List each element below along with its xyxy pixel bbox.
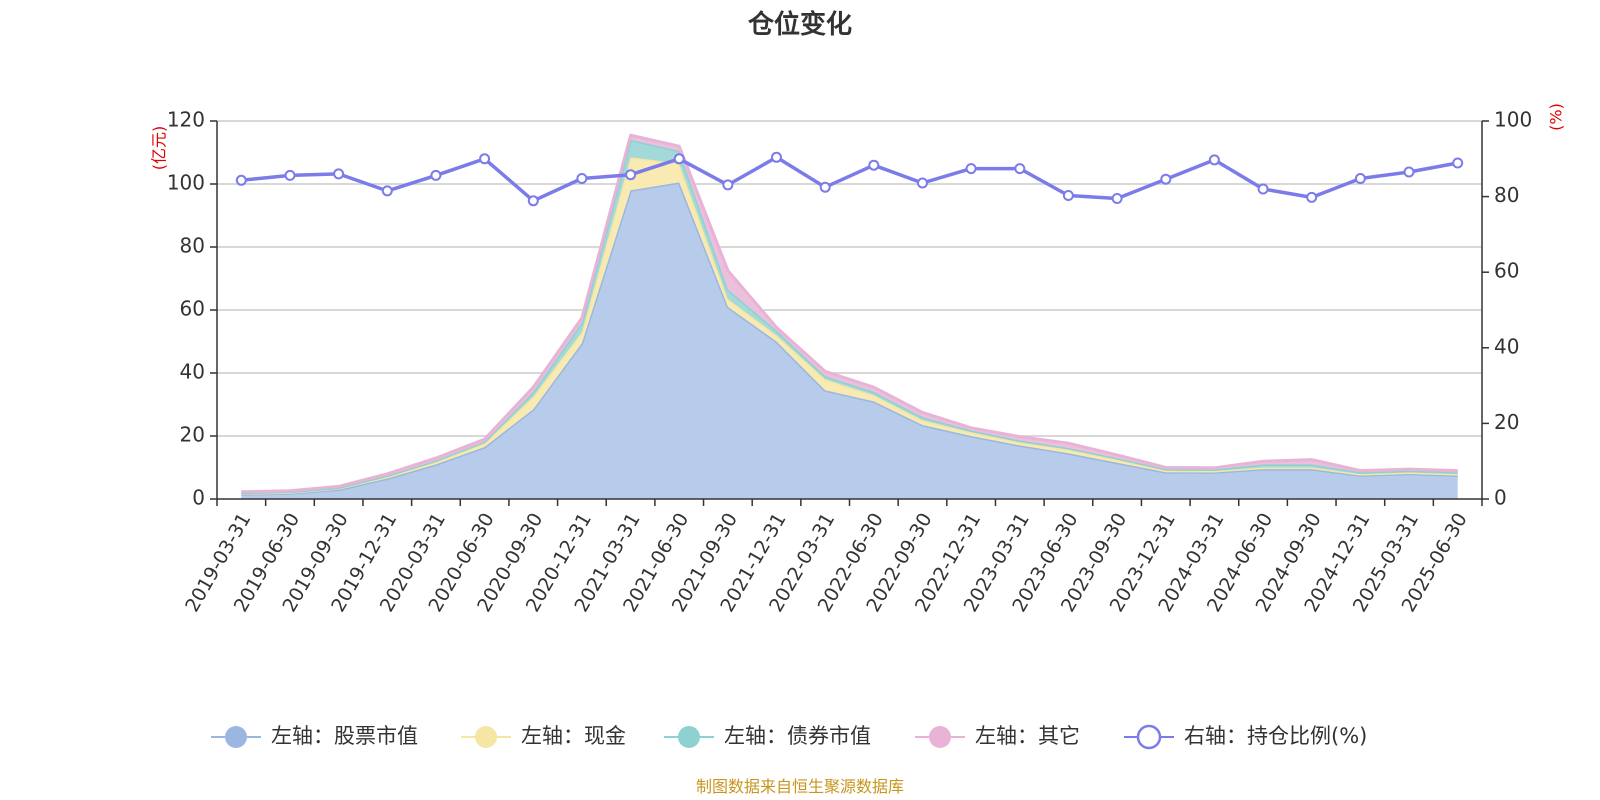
right-axis-tick-label: 80 [1494, 183, 1519, 207]
left-axis-tick-label: 20 [180, 423, 205, 447]
left-axis-tick-label: 40 [180, 360, 205, 384]
area-band [241, 182, 1458, 499]
right-axis-tick-label: 20 [1494, 410, 1519, 434]
legend-swatch-circle [475, 726, 497, 748]
ratio-point [1354, 173, 1366, 184]
ratio-point [819, 181, 831, 193]
ratio-point [771, 151, 782, 163]
left-axis-tick-label: 60 [180, 297, 205, 321]
ratio-point [235, 174, 247, 186]
ratio-point [576, 173, 588, 184]
ratio-point [917, 177, 928, 189]
ratio-point [1014, 163, 1026, 175]
left-axis-tick-label: 120 [167, 108, 205, 132]
legend-swatch-circle [929, 726, 951, 748]
right-axis-unit: (%) [1547, 103, 1566, 131]
legend-item: 左轴：现金 [461, 724, 626, 748]
ratio-point [868, 159, 880, 171]
ratio-point [333, 168, 345, 180]
legend-swatch-circle [1136, 724, 1162, 750]
ratio-line-path [241, 155, 1459, 203]
legend-label: 左轴：债券市值 [724, 724, 871, 748]
left-axis-unit: (亿元) [150, 126, 169, 171]
right-axis-tick-label: 40 [1494, 334, 1519, 358]
ratio-point [1452, 157, 1464, 169]
ratio-point [527, 195, 539, 207]
ratio-point [1403, 166, 1415, 178]
position-ratio-line [235, 151, 1464, 207]
stacked-areas [241, 133, 1458, 499]
ratio-point [1062, 190, 1074, 201]
right-axis-tick-label: 60 [1494, 259, 1519, 283]
ratio-point [1306, 191, 1318, 203]
grid-lines [217, 120, 1482, 437]
ratio-point [625, 169, 637, 181]
ratio-point [430, 169, 442, 181]
legend-label: 左轴：股票市值 [271, 724, 418, 748]
legend-item: 左轴：债券市值 [664, 724, 871, 748]
legend-swatch-circle [225, 726, 247, 748]
right-axis-tick-label: 100 [1494, 108, 1532, 132]
area-top-line [241, 133, 1458, 494]
legend-label: 左轴：现金 [521, 724, 626, 748]
legend-swatch-circle [678, 726, 700, 748]
legend-label: 左轴：其它 [975, 724, 1080, 748]
legend-item: 右轴：持仓比例(%) [1124, 724, 1367, 750]
ratio-point [1160, 173, 1172, 185]
legend-label: 右轴：持仓比例(%) [1184, 724, 1367, 748]
ratio-point [965, 163, 977, 175]
legend: 左轴：股票市值 左轴：现金 左轴：债券市值 左轴：其它 右轴：持仓比例(%) [211, 724, 1367, 750]
legend-item: 左轴：其它 [915, 724, 1080, 748]
right-axis-tick-label: 0 [1494, 486, 1507, 510]
left-axis-tick-label: 80 [180, 234, 205, 258]
ratio-point [284, 169, 296, 181]
source-note: 制图数据来自恒生聚源数据库 [696, 777, 904, 796]
left-axis-tick-label: 0 [192, 486, 205, 510]
chart-title: 仓位变化 [747, 9, 852, 40]
ratio-point [673, 153, 685, 165]
ratio-point [722, 179, 734, 191]
ratio-point [1111, 193, 1123, 204]
left-axis-tick-label: 100 [167, 171, 205, 195]
ratio-point [1208, 154, 1220, 166]
ratio-point [381, 185, 393, 197]
legend-item: 左轴：股票市值 [211, 724, 418, 748]
ratio-point [479, 153, 491, 165]
ratio-point [1257, 183, 1269, 195]
